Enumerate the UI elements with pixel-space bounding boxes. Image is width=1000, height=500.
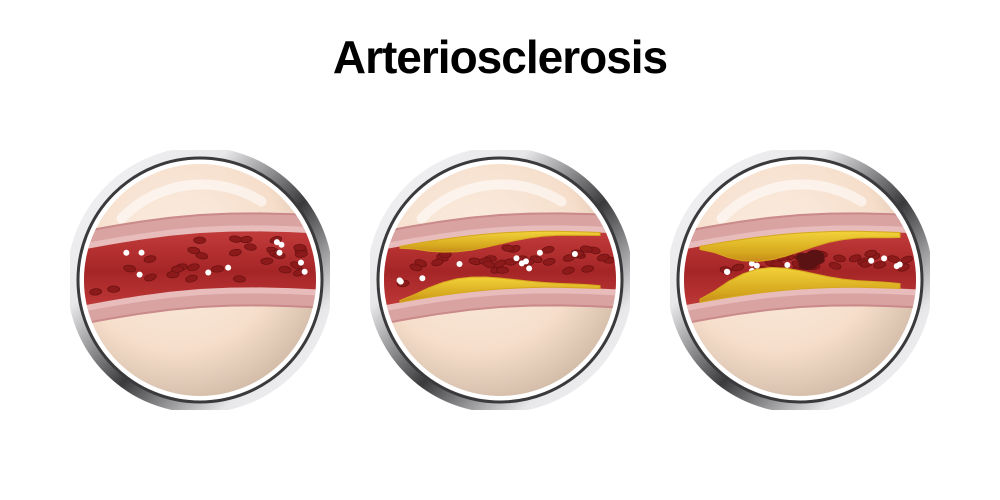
stage-moderate bbox=[370, 150, 630, 410]
stage-healthy bbox=[70, 150, 330, 410]
diagram-title: Arteriosclerosis bbox=[0, 30, 1000, 84]
stage-severe bbox=[670, 150, 930, 410]
stage-row bbox=[0, 150, 1000, 410]
